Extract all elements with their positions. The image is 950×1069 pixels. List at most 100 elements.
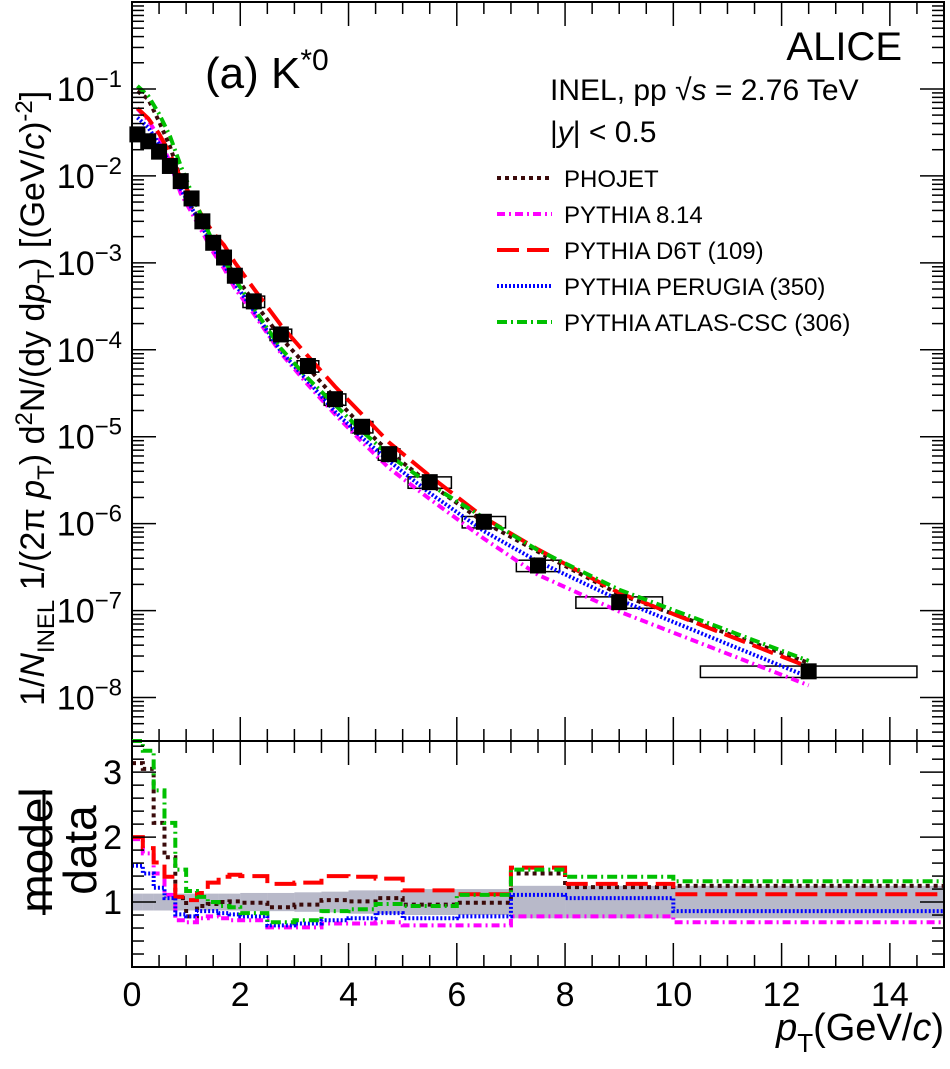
y-tick-label: 10−1	[57, 66, 122, 109]
y-tick-exponent: −8	[95, 675, 122, 702]
data-point	[151, 143, 168, 160]
y-tick-label: 10−7	[57, 588, 122, 631]
rapidity-pre: |	[550, 116, 558, 149]
legend-label: PYTHIA D6T (109)	[564, 238, 764, 265]
ratio-y-tick-label: 3	[103, 754, 122, 792]
y-tick-exponent: −5	[95, 414, 122, 441]
ylabel-part: T	[33, 465, 60, 480]
data-point	[183, 190, 200, 207]
x-tick-label: 4	[339, 976, 358, 1014]
uncertainty-band-segment	[229, 893, 241, 911]
data-point	[172, 173, 189, 190]
data-point	[245, 293, 262, 310]
ylabel-part: )	[14, 122, 52, 133]
data-point	[421, 474, 438, 491]
legend-item: PYTHIA ATLAS-CSC (306)	[497, 310, 850, 337]
xlabel-p: p	[775, 1007, 797, 1049]
ratio-frame	[131, 740, 945, 968]
x-tick-label: 14	[871, 976, 909, 1014]
model-curve-pythia-perugia-350-	[136, 116, 810, 679]
model-curve-pythia-atlas-csc-306-	[136, 84, 810, 663]
data-point	[611, 594, 628, 611]
legend-label: PYTHIA ATLAS-CSC (306)	[564, 310, 850, 337]
collision-info-post: = 2.76 TeV	[707, 74, 859, 107]
y-tick-base: 10	[57, 71, 95, 109]
ylabel-part: 2	[11, 412, 38, 425]
rapidity-post: | < 0.5	[573, 116, 657, 149]
collision-info-s: s	[692, 74, 707, 107]
xlabel-T: T	[797, 1028, 813, 1058]
xlabel-unit-pre: (GeV/	[813, 1007, 913, 1049]
y-tick-label: 10−2	[57, 153, 122, 196]
y-tick-exponent: −4	[95, 327, 122, 354]
ratio-y-tick-label: 2	[103, 819, 122, 857]
y-tick-exponent: −7	[95, 588, 122, 615]
y-tick-label: 10−3	[57, 240, 122, 283]
y-tick-base: 10	[57, 506, 95, 544]
legend-label: PYTHIA 8.14	[564, 202, 703, 229]
plot-title: (a) K*0	[205, 44, 329, 98]
ratio-ylabel-numerator: model	[10, 787, 62, 912]
uncertainty-band-segment	[164, 893, 176, 911]
plot-title-sup: *0	[300, 44, 328, 77]
data-point	[216, 249, 233, 266]
ylabel-part: N	[14, 653, 52, 678]
collision-info: INEL, pp √s = 2.76 TeV	[550, 74, 859, 107]
uncertainty-band-segment	[510, 885, 566, 919]
ratio-ylabel-denominator: data	[54, 805, 106, 895]
rapidity-info: |y| < 0.5	[550, 116, 656, 149]
data-point	[327, 391, 343, 408]
uncertainty-band-segment	[402, 889, 457, 916]
uncertainty-band-segment	[196, 893, 208, 911]
legend-item: PYTHIA 8.14	[497, 202, 703, 229]
collision-info-pre: INEL, pp	[550, 74, 675, 107]
y-tick-base: 10	[57, 680, 95, 718]
y-tick-exponent: −3	[95, 240, 122, 267]
x-tick-label: 8	[556, 976, 575, 1014]
ylabel-part: INEL	[33, 600, 60, 653]
ylabel-part: 1/(2π	[14, 499, 52, 600]
uncertainty-band-segment	[565, 885, 674, 919]
ratio-line-pythia-perugia-350-	[132, 863, 944, 928]
x-tick-label: 12	[763, 976, 801, 1014]
x-tick-label: 0	[123, 976, 142, 1014]
ratio-y-tick-label: 1	[103, 884, 122, 922]
rapidity-y: y	[556, 116, 575, 149]
data-point	[299, 358, 316, 375]
data-point	[475, 513, 492, 530]
y-tick-base: 10	[57, 245, 95, 283]
ylabel-part: p	[14, 284, 52, 304]
legend-label: PHOJET	[564, 166, 659, 193]
uncertainty-band-segment	[294, 892, 322, 912]
data-point	[354, 418, 371, 435]
y-tick-label: 10−5	[57, 414, 122, 457]
uncertainty-band-segment	[153, 893, 165, 911]
plot-title-main: (a) K	[205, 49, 300, 98]
uncertainty-band-segment	[175, 893, 187, 911]
ylabel-part: ) d	[14, 426, 52, 466]
y-tick-exponent: −1	[95, 66, 122, 93]
ratio-line-pythia-8-14	[132, 837, 944, 930]
ylabel-part: T	[33, 269, 60, 284]
legend-item: PYTHIA D6T (109)	[497, 238, 764, 265]
spectrum-panel: 10−110−210−310−410−510−610−710−8	[57, 1, 945, 742]
legend-item: PYTHIA PERUGIA (350)	[497, 274, 825, 301]
data-point	[205, 234, 222, 251]
sqrt-symbol: √	[675, 74, 692, 107]
ylabel-part: N/(dy d	[14, 303, 52, 413]
y-tick-label: 10−4	[57, 327, 122, 370]
y-tick-base: 10	[57, 419, 95, 457]
y-tick-label: 10−6	[57, 501, 122, 544]
data-point	[194, 213, 211, 230]
model-curve-pythia-d6t-109-	[136, 106, 810, 669]
data-point	[530, 557, 546, 574]
legend-label: PYTHIA PERUGIA (350)	[564, 274, 825, 301]
model-curve-pythia-8-14	[135, 107, 810, 688]
x-tick-label: 6	[447, 976, 466, 1014]
ylabel-part: c	[14, 133, 52, 150]
data-point	[272, 326, 289, 343]
data-point	[800, 663, 817, 680]
y-tick-base: 10	[57, 158, 95, 196]
